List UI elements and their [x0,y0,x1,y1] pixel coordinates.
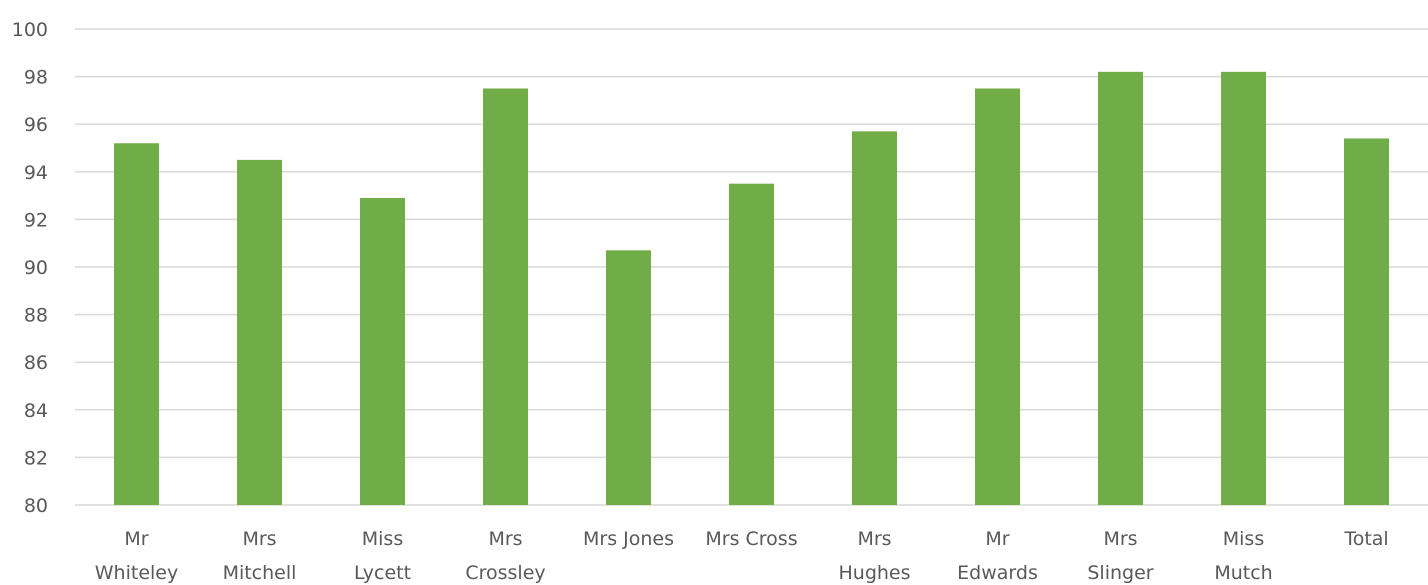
bar [1344,138,1389,506]
x-tick-label: Lycett [354,562,411,584]
x-tick-label: Total [1343,528,1388,550]
x-tick-label: Whiteley [95,562,178,584]
y-tick-label: 92 [24,209,48,231]
y-tick-label: 98 [24,67,48,89]
x-tick-label: Mrs [857,528,891,550]
x-tick-label: Miss [1223,528,1264,550]
bar [975,88,1020,505]
bar [852,131,897,505]
bar [483,88,528,505]
x-axis-ticks: Mr Whiteley Mrs Mitchell Miss Lycett Mrs Crossl… [95,528,1389,584]
x-tick-label: Edwards [957,562,1038,584]
bar [1221,71,1266,505]
x-tick-label: Mr [985,528,1009,550]
x-tick-label: Hughes [838,562,910,584]
x-tick-label: Mrs Jones [583,528,674,550]
x-tick-label: Slinger [1087,562,1153,584]
y-tick-label: 96 [24,114,48,136]
bar [360,197,405,506]
y-tick-label: 100 [12,19,48,41]
y-tick-label: 86 [24,352,48,374]
y-tick-label: 90 [24,257,48,279]
y-tick-label: 88 [24,305,48,327]
bars [114,71,1389,506]
y-tick-label: 84 [24,400,48,422]
bar [237,159,282,505]
x-tick-label: Mrs [1103,528,1137,550]
y-tick-label: 80 [24,495,48,517]
bar [114,143,159,506]
x-tick-label: Miss [362,528,403,550]
y-tick-label: 94 [24,162,48,184]
x-tick-label: Mrs Cross [705,528,797,550]
bar [1098,71,1143,505]
x-tick-label: Crossley [465,562,545,584]
y-tick-label: 82 [24,447,48,469]
x-tick-label: Mrs [242,528,276,550]
x-tick-label: Mutch [1214,562,1272,584]
x-tick-label: Mr [124,528,148,550]
x-tick-label: Mitchell [223,562,297,584]
bar [729,183,774,505]
y-axis-ticks: 80 82 84 86 88 90 92 94 96 98 100 [12,19,48,517]
bar [606,250,651,505]
x-tick-label: Mrs [488,528,522,550]
